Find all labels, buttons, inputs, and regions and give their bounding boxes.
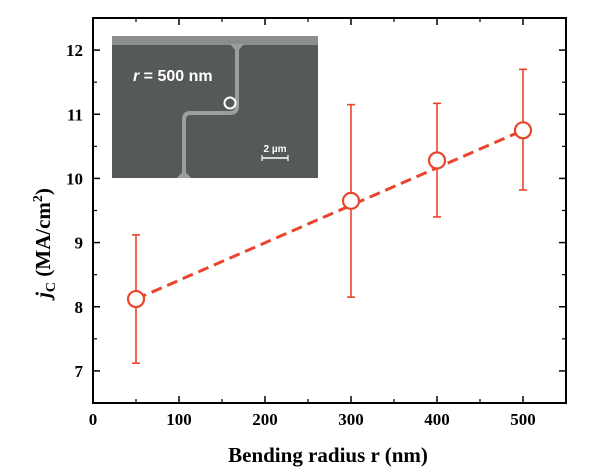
- axis-labels: Bending radius r (nm) jC (MA/cm2): [31, 188, 428, 467]
- y-tick-label: 12: [66, 41, 83, 60]
- axes: 0 100 200 300 400 500 7 8 9 10 11 12: [66, 17, 567, 429]
- inset-wire-junction-bottom: [177, 170, 191, 178]
- plot-area: [126, 68, 533, 365]
- inset-scale-bar-label: 2 µm: [264, 144, 287, 155]
- x-axis-title: Bending radius r (nm): [228, 443, 428, 467]
- sem-inset: r = 500 nm 2 µm: [112, 36, 318, 178]
- inset-wire: [182, 44, 239, 178]
- y-axis-title: jC (MA/cm2): [31, 188, 59, 301]
- inset-radius-symbol: r: [133, 68, 140, 85]
- y-axis-superscript: 2: [31, 195, 46, 202]
- y-tick-label: 10: [66, 169, 83, 188]
- y-axis-subscript: C: [44, 282, 59, 292]
- data-marker: [126, 289, 146, 309]
- y-tick-label: 11: [67, 105, 83, 124]
- inset-radius-value: = 500 nm: [139, 68, 212, 85]
- x-tick-label: 500: [510, 410, 536, 429]
- data-marker: [427, 151, 447, 170]
- inset-top-strip: [112, 36, 318, 45]
- inset-wire-junction-top: [230, 44, 244, 52]
- x-tick-label: 0: [89, 410, 98, 429]
- y-tick-label: 9: [75, 234, 84, 253]
- y-axis-close: ): [31, 188, 55, 195]
- trend-line: [135, 128, 524, 301]
- inset-radius-label: r = 500 nm: [133, 68, 213, 85]
- y-tick-label: 7: [75, 362, 84, 381]
- data-point: [513, 68, 533, 191]
- x-tick-label: 200: [252, 410, 278, 429]
- y-axis-symbol: j: [31, 292, 55, 301]
- inset-bend-marker: [223, 96, 237, 110]
- y-axis-unit: (MA/cm: [31, 202, 55, 282]
- data-point: [427, 102, 447, 218]
- data-point: [341, 103, 361, 298]
- data-marker: [513, 121, 533, 140]
- x-tick-label: 400: [424, 410, 450, 429]
- x-tick-label: 100: [166, 410, 192, 429]
- inset-background: [112, 36, 318, 178]
- y-tick-label: 8: [75, 298, 84, 317]
- data-point: [126, 234, 146, 365]
- data-marker: [341, 191, 361, 210]
- x-tick-label: 300: [338, 410, 364, 429]
